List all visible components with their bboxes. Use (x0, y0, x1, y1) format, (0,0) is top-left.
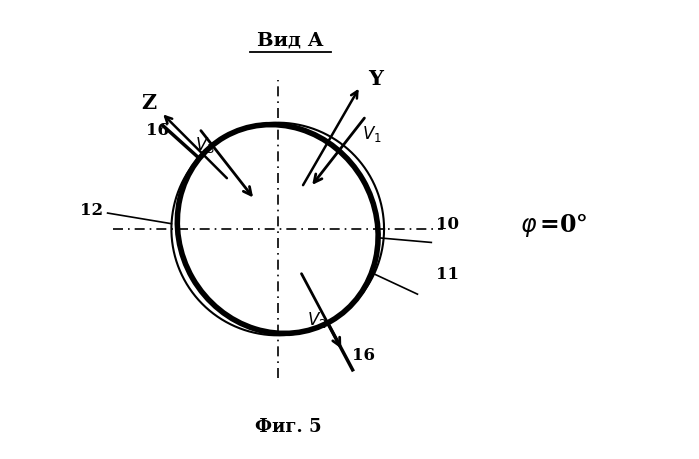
Text: $V_3$: $V_3$ (195, 135, 215, 155)
Text: Вид А: Вид А (257, 32, 324, 50)
Text: Фиг. 5: Фиг. 5 (255, 417, 322, 435)
Text: 12: 12 (80, 202, 103, 219)
Text: 16: 16 (146, 122, 169, 139)
Text: Z: Z (141, 93, 156, 112)
Text: Y: Y (368, 68, 384, 89)
Text: 10: 10 (436, 216, 459, 233)
Text: 16: 16 (352, 347, 375, 364)
Text: 11: 11 (436, 266, 459, 283)
Text: $V_2$: $V_2$ (307, 309, 326, 329)
Text: $\varphi\,$=0°: $\varphi\,$=0° (521, 210, 588, 238)
Text: $V_1$: $V_1$ (362, 123, 382, 143)
